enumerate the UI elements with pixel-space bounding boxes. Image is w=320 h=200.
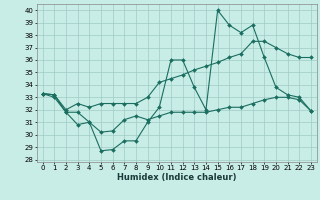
X-axis label: Humidex (Indice chaleur): Humidex (Indice chaleur): [117, 173, 236, 182]
